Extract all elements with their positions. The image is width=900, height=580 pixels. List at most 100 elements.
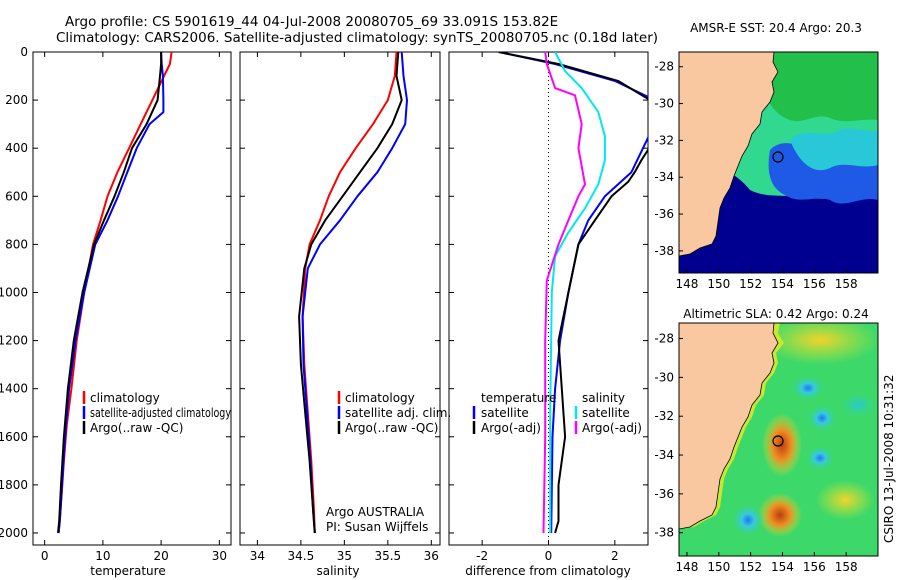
series-line-0-1	[57, 52, 165, 534]
map-x-tick-label: 148	[676, 277, 699, 291]
map-x-tick-label: 158	[835, 277, 858, 291]
x-tick-label: 20	[153, 549, 168, 563]
title-line-1: Argo profile: CS 5901619_44 04-Jul-2008 …	[65, 14, 559, 30]
temperature-legend: climatology satellite-adjusted climatolo…	[82, 391, 231, 435]
map-x-tick-label: 154	[771, 560, 794, 574]
sst-eddy-cyan	[790, 128, 878, 171]
title-line-2: Climatology: CARS2006. Satellite-adjuste…	[56, 30, 659, 46]
map-y-tick-label: -30	[654, 370, 674, 384]
argo-country-label: Argo AUSTRALIA	[326, 505, 425, 519]
salinity-lines	[298, 52, 408, 534]
map-x-tick-label: 148	[676, 560, 699, 574]
sla-high-southeast	[815, 480, 875, 520]
series-line-2-1	[498, 52, 648, 534]
timestamp-side-label: CSIRO 13-Jul-2008 10:31:32	[882, 375, 896, 543]
y-tick-label: 800	[5, 237, 28, 251]
map-x-tick-label: 152	[739, 277, 762, 291]
salinity-legend: climatology satellite adj. clim. Argo(..…	[326, 391, 451, 534]
series-line-2-2	[549, 52, 606, 533]
map-x-tick-label: 152	[739, 560, 762, 574]
legend-label-temp-satellite: satellite	[481, 406, 529, 420]
sla-land	[679, 323, 779, 530]
temperature-panel	[32, 51, 232, 546]
map-x-tick-label: 150	[707, 277, 730, 291]
x-tick-label: 2	[611, 549, 619, 563]
sst-cold-water-deep	[679, 196, 878, 273]
sla-cold-eddy-3	[806, 446, 834, 470]
legend-label-temp-argo: Argo(-adj)	[481, 421, 541, 435]
sla-map-frame	[678, 322, 879, 557]
x-tick-label: 0	[545, 549, 553, 563]
map-x-tick-label: 156	[803, 277, 826, 291]
y-tick-label: 200	[5, 93, 28, 107]
y-tick-label: 0	[20, 45, 28, 59]
sst-map	[679, 52, 878, 273]
legend-label-argo: Argo(..raw -QC)	[90, 421, 183, 435]
x-tick-label: 35.5	[374, 549, 401, 563]
series-line-2-0	[498, 52, 648, 534]
sla-cool-east	[840, 393, 876, 417]
x-tick-label: 0	[41, 549, 49, 563]
sla-warm-eddy	[762, 413, 802, 477]
legend-label-climatology: climatology	[90, 391, 160, 405]
y-tick-label: 1400	[0, 382, 28, 396]
sla-cold-eddy-1	[792, 376, 824, 400]
sst-map-frame	[678, 51, 879, 274]
map-y-tick-label: -32	[654, 409, 674, 423]
pi-label: PI: Susan Wijffels	[326, 520, 428, 534]
map-y-tick-label: -38	[654, 244, 674, 258]
map-x-tick-label: 154	[771, 277, 794, 291]
y-tick-label: 1600	[0, 430, 28, 444]
map-y-tick-label: -28	[654, 332, 674, 346]
x-tick-label: 35	[337, 549, 352, 563]
y-tick-label: 1800	[0, 478, 28, 492]
map-y-tick-label: -36	[654, 207, 674, 221]
x-tick-label: 36	[424, 549, 439, 563]
series-line-2-3	[542, 52, 586, 534]
x-tick-label: 34.5	[288, 549, 315, 563]
axis-ticks: 0 10 20 30020040060080010001200140016001800…	[0, 45, 648, 563]
y-tick-label: 600	[5, 189, 28, 203]
difference-lines	[498, 52, 648, 534]
map-y-tick-label: -32	[654, 133, 674, 147]
y-tick-label: 1200	[0, 334, 28, 348]
legend-label-argo: Argo(..raw -QC)	[345, 421, 438, 435]
sst-map-title: AMSR-E SST: 20.4 Argo: 20.3	[690, 21, 862, 35]
series-line-1-2	[298, 52, 403, 534]
y-tick-label: 2000	[0, 526, 28, 540]
legend-label-sal-argo: Argo(-adj)	[582, 421, 642, 435]
sla-cold-eddy-2	[808, 405, 836, 431]
x-tick-label: 34	[250, 549, 265, 563]
legend-label-climatology: climatology	[345, 391, 415, 405]
sst-argo-position-marker	[772, 151, 784, 163]
map-y-tick-label: -34	[654, 448, 674, 462]
sla-map-ticks: 148 150 152 154 156 158 -28 -30 -32 -34 -36 -38	[654, 332, 857, 574]
sst-map-ticks: 148 150 152 154 156 158 -28 -30 -32 -34 -36 -38	[654, 60, 857, 291]
x-tick-label: -2	[476, 549, 488, 563]
sla-map-title: Altimetric SLA: 0.42 Argo: 0.24	[683, 307, 868, 321]
temperature-lines	[57, 52, 173, 534]
map-y-tick-label: -38	[654, 526, 674, 540]
map-y-tick-label: -30	[654, 97, 674, 111]
salinity-panel	[239, 51, 441, 546]
temperature-axis-label: temperature	[90, 564, 165, 578]
legend-label-sal-satellite: satellite	[582, 406, 630, 420]
sla-warm-eddy-south	[758, 493, 802, 537]
sla-argo-position-marker	[772, 435, 784, 447]
legend-label-satellite: satellite-adjusted climatology	[90, 406, 231, 420]
difference-axis-label: difference from climatology	[465, 564, 631, 578]
map-y-tick-label: -28	[654, 60, 674, 74]
map-y-tick-label: -36	[654, 487, 674, 501]
legend-temperature-heading: temperature	[481, 391, 556, 405]
series-line-1-1	[301, 52, 408, 534]
sst-land	[679, 52, 779, 257]
x-tick-label: 30	[212, 549, 227, 563]
sla-map	[679, 323, 878, 556]
sst-warm-green	[760, 52, 878, 122]
legend-salinity-heading: salinity	[582, 391, 625, 405]
difference-legend: temperature satellite Argo(-adj) salinit…	[472, 391, 642, 435]
salinity-axis-label: salinity	[316, 564, 359, 578]
difference-panel	[448, 51, 649, 546]
x-tick-label: 10	[95, 549, 110, 563]
